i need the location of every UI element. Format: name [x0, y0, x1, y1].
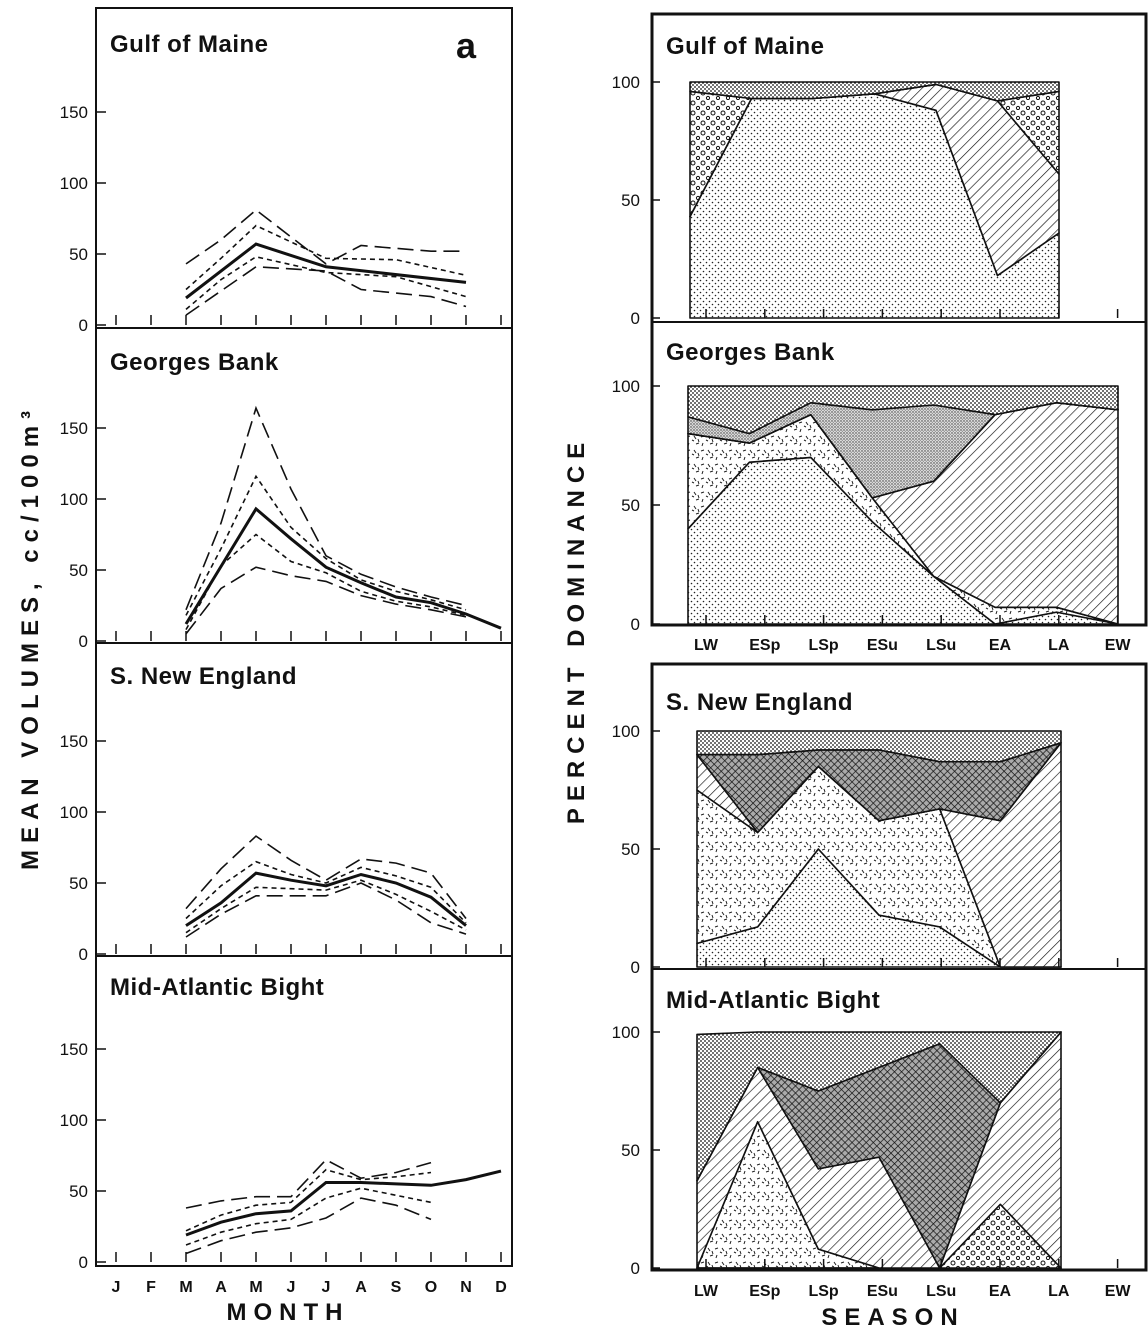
series-line-short-dash	[185, 533, 467, 630]
x-tick-label: M	[249, 1279, 262, 1296]
y-tick-label: 50	[69, 1182, 88, 1201]
panel-title-gulf-of-maine: Gulf of Maine	[110, 31, 269, 58]
x-tick-label: M	[179, 1279, 192, 1296]
series-line-short-dash	[185, 474, 467, 616]
x-tick-label: LW	[694, 1283, 719, 1300]
panel-title-georges-bank: Georges Bank	[110, 349, 279, 376]
y-tick-label: 50	[69, 561, 88, 580]
right-x-axis-label: SEASON	[821, 1304, 964, 1331]
y-tick-label: 50	[621, 840, 640, 859]
area-band-dense-dots	[696, 730, 1062, 763]
x-tick-label: J	[112, 1279, 121, 1296]
x-tick-label: EW	[1105, 1283, 1132, 1300]
y-tick-label: 0	[79, 316, 88, 335]
right-y-axis-label: PERCENT DOMINANCE	[563, 436, 590, 824]
y-tick-label: 0	[79, 632, 88, 651]
y-tick-label: 0	[631, 615, 640, 634]
area-band-dense-dots	[696, 1031, 1062, 1182]
series-line-solid	[185, 871, 467, 927]
figure-letter: a	[456, 25, 477, 66]
x-tick-label: S	[391, 1279, 402, 1296]
area-band-dense-dots	[687, 385, 1119, 435]
panel-title-gulf-of-maine-right: Gulf of Maine	[666, 33, 825, 60]
x-tick-label: ESu	[867, 637, 898, 654]
series-line-long-dash	[185, 208, 466, 265]
x-tick-label: F	[146, 1279, 156, 1296]
y-tick-label: 50	[621, 1141, 640, 1160]
series-line-short-dash	[185, 1187, 432, 1246]
series-line-long-dash	[185, 1197, 432, 1255]
series-line-short-dash	[185, 224, 467, 291]
y-tick-label: 0	[79, 945, 88, 964]
y-tick-label: 0	[631, 1259, 640, 1278]
x-tick-label: A	[215, 1279, 227, 1296]
y-tick-label: 150	[60, 732, 88, 751]
y-tick-label: 50	[621, 191, 640, 210]
series-line-solid	[184, 506, 502, 630]
x-tick-label: EA	[989, 1283, 1012, 1300]
x-tick-label: ESp	[749, 1283, 780, 1300]
y-tick-label: 100	[60, 174, 88, 193]
panel-title-s-new-england-right: S. New England	[666, 689, 853, 716]
series-line-long-dash	[185, 265, 467, 316]
y-tick-label: 0	[631, 309, 640, 328]
y-tick-label: 100	[60, 1111, 88, 1130]
x-tick-label: LA	[1048, 1283, 1070, 1300]
right-frame-top	[650, 12, 1148, 627]
x-tick-label: LSu	[926, 1283, 956, 1300]
y-tick-label: 100	[612, 1023, 640, 1042]
panel-title-mid-atlantic-bight: Mid-Atlantic Bight	[110, 974, 324, 1001]
panel-title-mid-atlantic-bight-right: Mid-Atlantic Bight	[666, 987, 880, 1014]
series-line-long-dash	[185, 566, 467, 635]
left-x-axis-label: MONTH	[227, 1299, 350, 1326]
left-frame	[95, 7, 513, 1267]
y-tick-label: 100	[60, 490, 88, 509]
x-tick-label: A	[355, 1279, 367, 1296]
area-band-dense-dots	[689, 81, 1060, 102]
series-line-short-dash	[185, 860, 467, 924]
x-tick-label: ESu	[867, 1283, 898, 1300]
left-y-axis-label: MEAN VOLUMES, cc/100m³	[17, 404, 44, 870]
x-tick-label: N	[460, 1279, 472, 1296]
chart-marks: 0 50 100 150 0 50 100 150 0 50 100 150 0 50 100 150 J F M A…	[60, 73, 1132, 1300]
x-tick-label: O	[425, 1279, 437, 1296]
series-line-long-dash	[185, 405, 467, 611]
series-line-short-dash	[185, 879, 467, 934]
y-tick-label: 150	[60, 1040, 88, 1059]
y-tick-label: 150	[60, 419, 88, 438]
x-tick-label: EW	[1105, 637, 1132, 654]
series-line-solid	[185, 1169, 502, 1237]
series-line-solid	[185, 242, 467, 300]
y-tick-label: 100	[612, 377, 640, 396]
y-tick-label: 100	[60, 803, 88, 822]
x-tick-label: LSp	[808, 637, 838, 654]
y-tick-label: 50	[69, 245, 88, 264]
panel-title-georges-bank-right: Georges Bank	[666, 339, 835, 366]
y-tick-label: 150	[60, 103, 88, 122]
series-line-long-dash	[185, 835, 467, 919]
y-tick-label: 100	[612, 722, 640, 741]
x-tick-label: J	[322, 1279, 331, 1296]
series-line-long-dash	[185, 882, 467, 938]
x-tick-label: LSp	[808, 1283, 838, 1300]
x-tick-label: LSu	[926, 637, 956, 654]
x-tick-label: ESp	[749, 637, 780, 654]
y-tick-label: 0	[79, 1253, 88, 1272]
y-tick-label: 100	[612, 73, 640, 92]
y-tick-label: 50	[69, 874, 88, 893]
panel-title-s-new-england: S. New England	[110, 663, 297, 690]
series-line-short-dash	[185, 255, 467, 311]
x-tick-label: LW	[694, 637, 719, 654]
x-tick-label: LA	[1048, 637, 1070, 654]
y-tick-label: 0	[631, 958, 640, 977]
x-tick-label: EA	[989, 637, 1012, 654]
y-tick-label: 50	[621, 496, 640, 515]
x-tick-label: D	[495, 1279, 507, 1296]
x-tick-label: J	[287, 1279, 296, 1296]
